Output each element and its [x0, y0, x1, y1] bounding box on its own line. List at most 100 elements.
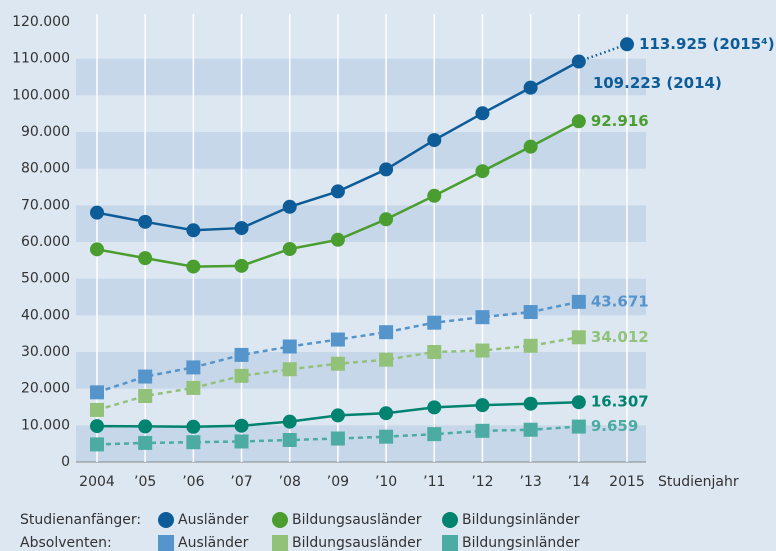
- x-tick-label: ’06: [182, 474, 204, 490]
- point: [330, 431, 345, 446]
- point: [475, 310, 490, 325]
- y-tick-label: 20.000: [21, 381, 70, 397]
- legend-marker: [158, 512, 174, 528]
- point: [186, 419, 201, 434]
- point: [282, 339, 297, 354]
- point: [234, 434, 249, 449]
- point: [379, 162, 394, 177]
- y-tick-label: 0: [61, 454, 70, 470]
- y-tick-label: 40.000: [21, 307, 70, 323]
- point: [282, 414, 297, 429]
- point: [282, 433, 297, 447]
- value-label: 92.916: [591, 112, 649, 130]
- point: [427, 133, 442, 148]
- band: [76, 278, 646, 316]
- point: [234, 418, 249, 433]
- band: [76, 205, 646, 242]
- legend-marker: [158, 535, 174, 551]
- point: [427, 400, 442, 415]
- point: [379, 406, 394, 421]
- point: [475, 423, 490, 438]
- point: [571, 330, 586, 345]
- x-tick-label: ’07: [230, 474, 252, 490]
- point: [330, 408, 345, 423]
- point: [138, 369, 153, 384]
- legend-group-label: Studienanfänger:: [20, 512, 141, 528]
- y-tick-label: 110.000: [12, 51, 70, 67]
- point: [234, 347, 249, 362]
- point: [571, 395, 586, 410]
- legend-label: Bildungsausländer: [292, 512, 422, 528]
- point: [330, 184, 345, 199]
- point: [475, 343, 490, 358]
- value-label: 9.659: [591, 417, 638, 435]
- legend-marker: [442, 535, 458, 551]
- point: [138, 251, 153, 266]
- point: [427, 188, 442, 203]
- x-tick-label: ’13: [520, 474, 542, 490]
- y-tick-label: 10.000: [21, 417, 70, 433]
- y-tick-label: 120.000: [12, 14, 70, 30]
- point: [379, 325, 394, 340]
- point: [475, 164, 490, 179]
- point: [523, 80, 538, 95]
- point: [90, 385, 104, 400]
- point: [427, 427, 442, 442]
- legend-marker: [272, 535, 288, 551]
- point: [186, 380, 201, 395]
- y-tick-label: 70.000: [21, 197, 70, 213]
- x-tick-label: ’08: [279, 474, 301, 490]
- band: [76, 132, 646, 169]
- point: [571, 114, 586, 129]
- point: [234, 221, 249, 236]
- y-tick-label: 90.000: [21, 124, 70, 140]
- point: [523, 422, 538, 437]
- legend-label: Bildungsinländer: [462, 535, 580, 551]
- point: [523, 338, 538, 353]
- point: [620, 37, 634, 52]
- x-tick-label: 2015: [609, 474, 645, 490]
- point: [90, 419, 104, 434]
- point: [234, 258, 249, 273]
- point: [234, 368, 249, 383]
- point: [330, 332, 345, 347]
- legend-group-label: Absolventen:: [20, 535, 112, 551]
- value-label: 109.223 (2014): [593, 74, 722, 92]
- value-label: 43.671: [591, 292, 649, 310]
- point: [523, 396, 538, 411]
- point: [186, 223, 201, 238]
- value-label: 16.307: [591, 393, 649, 411]
- value-label: 113.925 (2015⁴): [639, 35, 775, 53]
- point: [282, 362, 297, 377]
- x-tick-label: ’12: [471, 474, 493, 490]
- point: [90, 242, 104, 257]
- x-tick-label: ’09: [327, 474, 349, 490]
- legend-marker: [442, 512, 458, 528]
- x-tick-label: ’11: [423, 474, 445, 490]
- band: [76, 58, 646, 96]
- point: [90, 205, 104, 220]
- x-tick-label: ’05: [134, 474, 156, 490]
- x-tick-label: 2004: [79, 474, 115, 490]
- point: [523, 305, 538, 320]
- point: [379, 429, 394, 444]
- legend-label: Bildungsausländer: [292, 535, 422, 551]
- point: [186, 435, 201, 450]
- point: [282, 199, 297, 214]
- point: [475, 398, 490, 413]
- point: [523, 139, 538, 154]
- point: [186, 360, 201, 375]
- point: [379, 212, 394, 227]
- point: [571, 419, 586, 434]
- legend-label: Ausländer: [178, 535, 249, 551]
- point: [90, 437, 104, 452]
- legend-label: Bildungsinländer: [462, 512, 580, 528]
- y-tick-label: 30.000: [21, 344, 70, 360]
- point: [475, 106, 490, 121]
- x-tick-label: ’14: [568, 474, 590, 490]
- legend-label: Ausländer: [178, 512, 249, 528]
- point: [571, 54, 586, 69]
- y-tick-label: 100.000: [12, 87, 70, 103]
- y-tick-label: 50.000: [21, 271, 70, 287]
